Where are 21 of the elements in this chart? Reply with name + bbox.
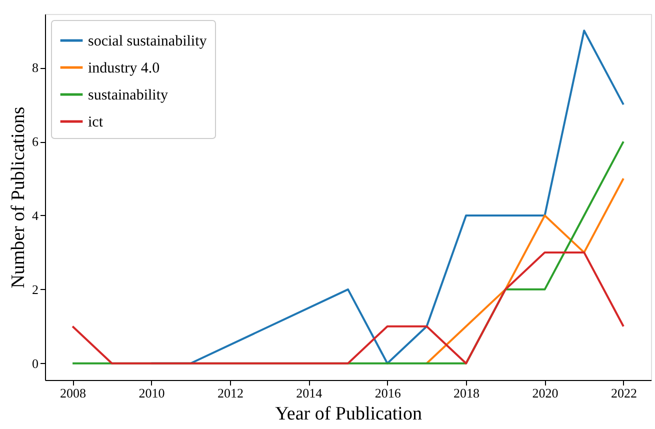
y-tick-label: 6 [32, 134, 39, 150]
x-tick-label: 2022 [610, 386, 637, 400]
y-axis-title: Number of Publications [8, 106, 29, 288]
legend-label: industry 4.0 [88, 60, 160, 76]
x-tick-label: 2008 [60, 386, 86, 400]
x-tick-label: 2016 [374, 386, 402, 400]
legend-label: ict [88, 114, 104, 130]
x-tick-label: 2020 [532, 386, 558, 400]
legend-label: sustainability [88, 88, 168, 104]
y-tick-label: 2 [32, 282, 38, 297]
legend-label: social sustainability [88, 34, 208, 50]
x-tick-label: 2018 [454, 386, 480, 400]
line-series [72, 251, 624, 364]
x-tick-label: 2010 [138, 386, 165, 400]
line-series [426, 178, 624, 364]
x-tick-label: 2014 [296, 386, 323, 400]
y-tick-label: 4 [32, 208, 39, 223]
y-tick-label: 0 [32, 356, 38, 371]
y-tick-label: 8 [32, 60, 38, 76]
x-tick-label: 2012 [217, 386, 244, 400]
x-axis-title: Year of Publication [275, 404, 422, 424]
